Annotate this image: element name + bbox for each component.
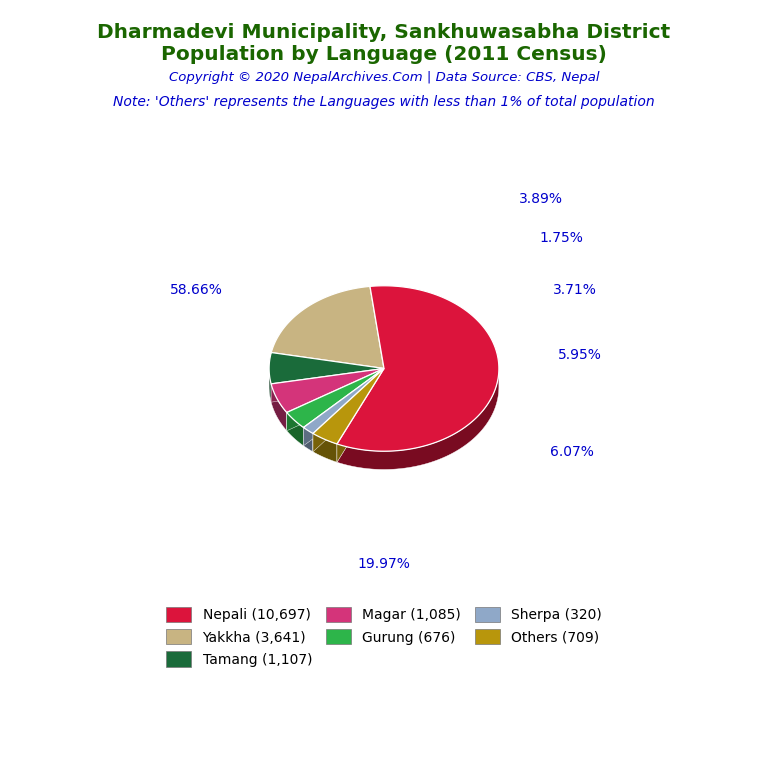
Text: Note: 'Others' represents the Languages with less than 1% of total population: Note: 'Others' represents the Languages … (113, 95, 655, 109)
Polygon shape (303, 369, 384, 445)
Polygon shape (337, 286, 499, 452)
Polygon shape (313, 369, 384, 444)
Polygon shape (337, 369, 384, 462)
Text: 3.71%: 3.71% (553, 283, 597, 297)
Polygon shape (269, 353, 384, 384)
Polygon shape (271, 286, 384, 369)
Text: 5.95%: 5.95% (558, 349, 602, 362)
Polygon shape (271, 384, 286, 431)
Polygon shape (286, 369, 384, 428)
Polygon shape (271, 369, 384, 402)
Polygon shape (337, 369, 384, 462)
Text: 3.89%: 3.89% (518, 192, 563, 206)
Polygon shape (313, 433, 337, 462)
Polygon shape (286, 412, 303, 445)
Polygon shape (269, 369, 271, 402)
Polygon shape (271, 369, 384, 412)
Text: 19.97%: 19.97% (358, 558, 410, 571)
Polygon shape (337, 369, 499, 469)
Polygon shape (286, 369, 384, 431)
Polygon shape (313, 369, 384, 452)
Text: Population by Language (2011 Census): Population by Language (2011 Census) (161, 45, 607, 64)
Text: Copyright © 2020 NepalArchives.Com | Data Source: CBS, Nepal: Copyright © 2020 NepalArchives.Com | Dat… (169, 71, 599, 84)
Polygon shape (303, 369, 384, 445)
Text: 58.66%: 58.66% (170, 283, 223, 297)
Polygon shape (303, 428, 313, 452)
Polygon shape (286, 369, 384, 431)
Polygon shape (313, 369, 384, 452)
Polygon shape (271, 369, 384, 402)
Polygon shape (303, 369, 384, 433)
Legend: Nepali (10,697), Yakkha (3,641), Tamang (1,107), Magar (1,085), Gurung (676), Sh: Nepali (10,697), Yakkha (3,641), Tamang … (161, 601, 607, 672)
Text: 1.75%: 1.75% (540, 231, 584, 245)
Text: 6.07%: 6.07% (550, 445, 594, 459)
Text: Dharmadevi Municipality, Sankhuwasabha District: Dharmadevi Municipality, Sankhuwasabha D… (98, 23, 670, 42)
